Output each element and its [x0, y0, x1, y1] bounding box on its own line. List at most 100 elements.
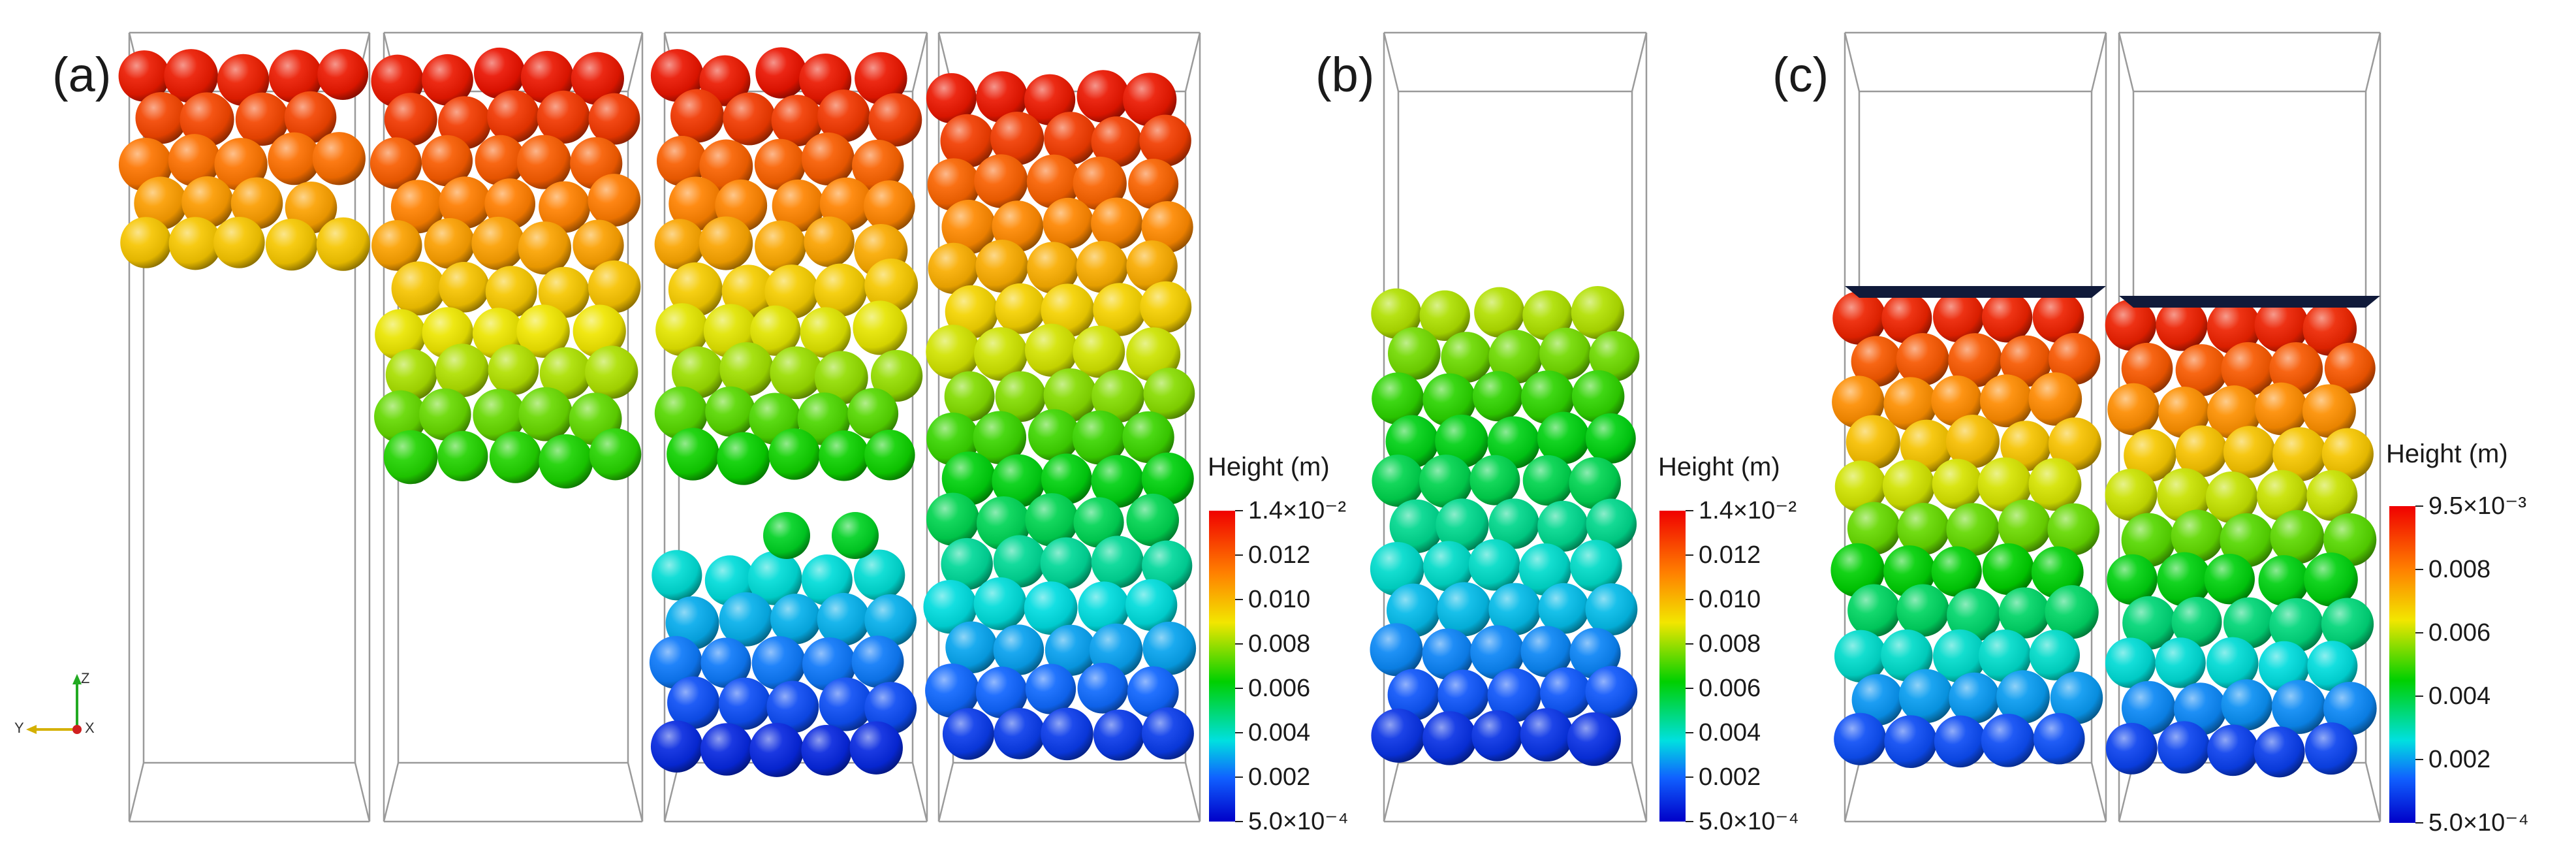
particle-sphere: [1024, 74, 1076, 125]
particle-sphere: [1072, 410, 1127, 465]
particle-sphere: [2158, 721, 2210, 774]
particle-sphere: [284, 91, 337, 144]
colorbar-tick: [2415, 822, 2423, 824]
particle-sphere: [764, 264, 819, 319]
particle-sphere: [995, 371, 1046, 423]
particle-sphere: [747, 551, 802, 605]
particle-sphere: [1537, 411, 1590, 464]
particle-sphere: [168, 134, 221, 187]
particle-sphere: [944, 371, 995, 422]
particle-sphere: [754, 138, 806, 190]
particle-sphere: [1539, 327, 1592, 380]
particle-sphere: [2269, 342, 2323, 396]
particle-sphere: [1934, 715, 1987, 768]
particle-sphere: [1389, 499, 1443, 554]
particle-sphere: [520, 50, 574, 104]
particle-sphere: [488, 344, 539, 395]
particle-sphere: [1979, 374, 2033, 428]
particle-sphere: [2049, 332, 2101, 385]
colorbar-tick-label: 0.006: [1248, 675, 1311, 702]
particle-sphere: [1998, 500, 2051, 552]
panel-label-b: (b): [1315, 48, 1375, 102]
particle-sphere: [1093, 709, 1145, 761]
particle-sphere: [435, 344, 489, 398]
particle-sphere: [1932, 629, 1987, 683]
particle-sphere: [1423, 541, 1474, 592]
colorbar-tick: [1686, 510, 1693, 511]
particle-sphere: [751, 636, 806, 690]
colorbar-gradient: [1659, 511, 1686, 822]
particle-sphere: [1126, 240, 1178, 292]
loading-platen: [1845, 286, 2106, 298]
particle-sphere: [1419, 455, 1473, 508]
particle-sphere: [1435, 414, 1488, 468]
particle-sphere: [537, 90, 590, 144]
colorbar-tick-label: 0.008: [2428, 556, 2491, 583]
particle-sphere: [1884, 715, 1938, 768]
colorbar-tick: [1686, 554, 1693, 556]
particle-sphere: [2304, 722, 2357, 775]
particle-sphere: [1045, 624, 1097, 676]
particle-sphere: [120, 217, 172, 268]
particle-sphere: [1078, 581, 1130, 633]
particle-sphere: [2271, 680, 2326, 734]
particle-sphere: [1091, 536, 1144, 588]
particle-sphere: [385, 349, 437, 401]
particle-sphere: [2207, 300, 2261, 355]
particle-sphere: [2257, 470, 2308, 521]
particle-sphere: [855, 52, 907, 105]
particle-sphere: [668, 262, 723, 317]
particle-sphere: [588, 174, 641, 227]
particle-sphere: [1589, 331, 1640, 382]
particle-sphere: [217, 54, 270, 106]
particle-sphere: [801, 725, 853, 776]
particle-sphere: [1077, 662, 1129, 714]
particle-sphere: [1522, 290, 1573, 341]
particle-sphere: [2221, 679, 2272, 731]
particle-sphere: [2048, 417, 2101, 471]
particle-sphere: [1832, 291, 1887, 345]
particle-sphere: [1436, 498, 1489, 552]
particle-sphere: [2306, 470, 2358, 521]
particle-sphere: [2270, 509, 2325, 564]
particle-sphere: [2105, 468, 2158, 521]
particle-sphere: [2171, 596, 2222, 647]
particle-sphere: [1537, 500, 1589, 552]
particle-sphere: [1140, 281, 1192, 333]
particle-sphere: [975, 666, 1028, 718]
particle-sphere: [1470, 625, 1525, 680]
particle-sphere: [2220, 513, 2274, 568]
particle-sphere: [1422, 628, 1473, 680]
particle-sphere: [518, 221, 572, 275]
particle-sphere: [2033, 712, 2085, 765]
particle-sphere: [2105, 722, 2158, 775]
particle-sphere: [941, 199, 996, 255]
particle-sphere: [654, 386, 708, 440]
particle-sphere: [1945, 414, 2000, 468]
particle-sphere: [993, 624, 1045, 675]
particle-sphere: [2105, 299, 2157, 351]
particle-sphere: [667, 676, 720, 729]
particle-sphere: [1569, 628, 1621, 679]
particle-sphere: [473, 47, 526, 99]
particle-sphere: [817, 89, 870, 142]
colorbar-tick-label: 0.004: [1699, 719, 1761, 746]
particle-sphere: [2171, 509, 2224, 562]
colorbar-tick: [1235, 688, 1243, 689]
particle-sphere: [1143, 368, 1195, 419]
panel-label-c: (c): [1772, 48, 1829, 102]
particle-sphere: [1586, 498, 1637, 550]
particle-sphere: [1419, 290, 1470, 341]
particle-sphere: [801, 554, 853, 606]
particle-sphere: [656, 135, 708, 187]
particle-sphere: [2205, 471, 2258, 524]
particle-sphere: [1931, 546, 1982, 597]
colorbar-tick-label: 0.012: [1248, 541, 1311, 569]
particle-sphere: [945, 285, 999, 339]
colorbar-tick: [1235, 821, 1243, 822]
particle-sphere: [1370, 623, 1423, 677]
particle-sphere: [391, 261, 446, 316]
particle-sphere: [2204, 553, 2255, 605]
particle-sphere: [317, 49, 369, 100]
particle-sphere: [1487, 668, 1541, 722]
